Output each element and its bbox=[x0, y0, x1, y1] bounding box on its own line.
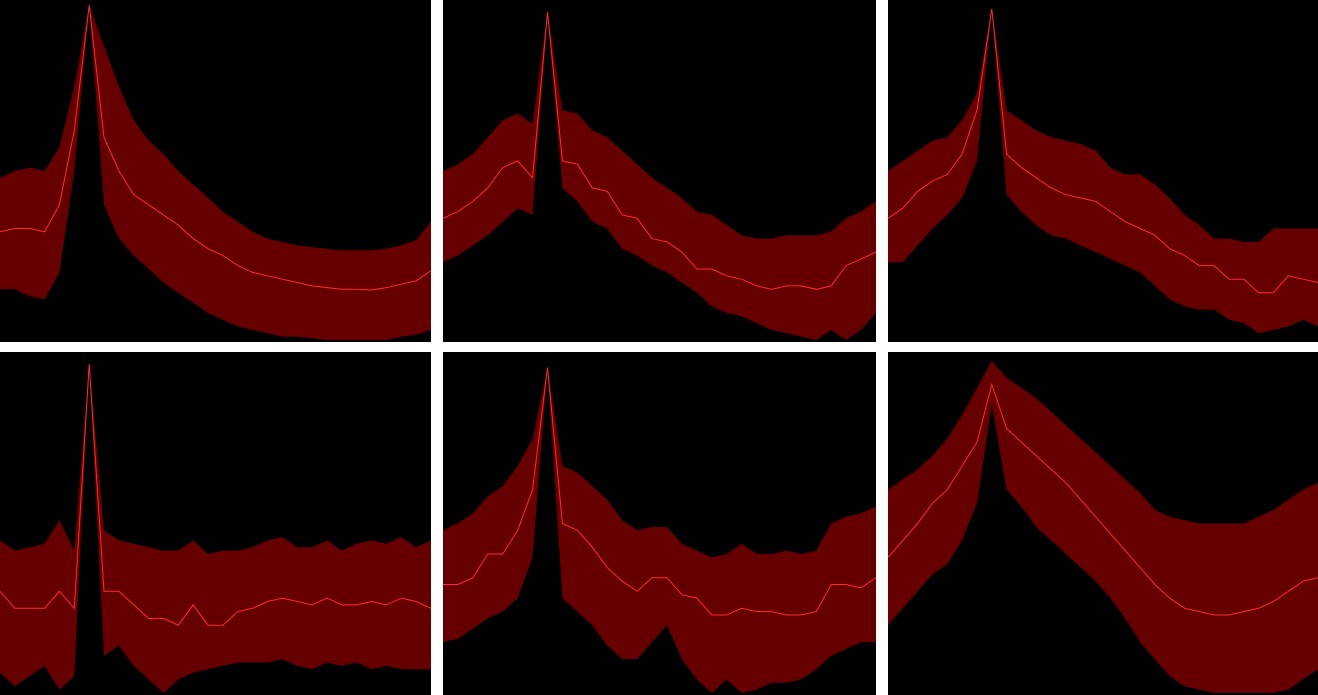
chart-2 bbox=[443, 12, 876, 340]
mean-line bbox=[888, 382, 1318, 616]
chart-3 bbox=[888, 8, 1318, 334]
chart-5 bbox=[443, 367, 876, 693]
confidence-band bbox=[0, 5, 431, 341]
mean-line bbox=[443, 12, 876, 290]
chart-panel-4 bbox=[0, 352, 431, 695]
chart-6 bbox=[888, 360, 1318, 693]
chart-panel-2 bbox=[443, 0, 876, 342]
confidence-band bbox=[443, 367, 876, 693]
confidence-band bbox=[888, 8, 1318, 334]
mean-line bbox=[443, 367, 876, 616]
mean-line bbox=[0, 364, 431, 626]
confidence-band bbox=[888, 360, 1318, 693]
confidence-band bbox=[443, 12, 876, 340]
chart-panel-1 bbox=[0, 0, 431, 342]
mean-line bbox=[888, 8, 1318, 294]
mean-line bbox=[0, 5, 431, 291]
confidence-band bbox=[0, 364, 431, 693]
chart-4 bbox=[0, 364, 431, 693]
chart-panel-6 bbox=[888, 352, 1318, 695]
chart-1 bbox=[0, 5, 431, 341]
chart-panel-5 bbox=[443, 352, 876, 695]
chart-panel-3 bbox=[888, 0, 1318, 342]
